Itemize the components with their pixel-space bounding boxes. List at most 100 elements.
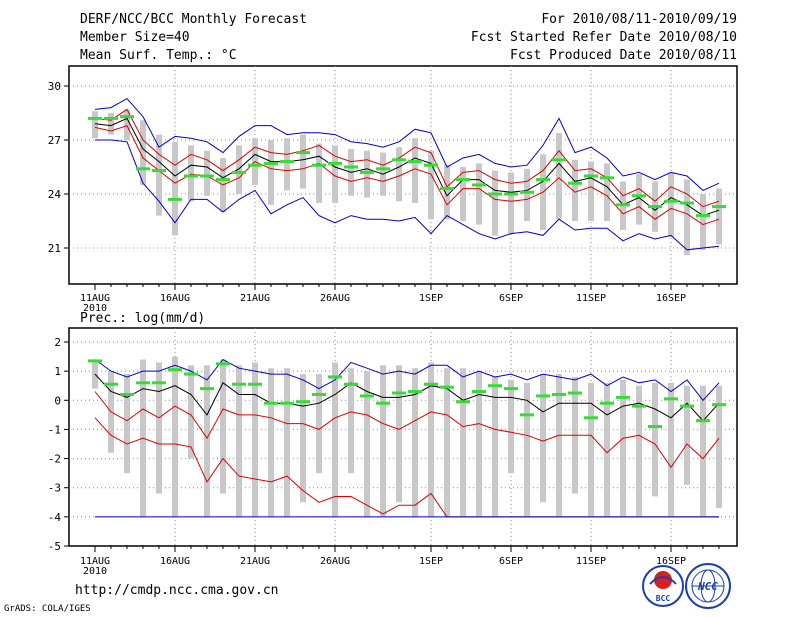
y-tick-label: -3: [48, 482, 61, 495]
observed-marker: [552, 392, 566, 396]
spread-box: [332, 362, 338, 517]
spread-box: [236, 365, 242, 517]
observed-marker: [376, 401, 390, 405]
observed-marker: [152, 381, 166, 385]
observed-marker: [88, 116, 102, 120]
x-tick-label: 26AUG: [320, 556, 350, 567]
spread-box: [236, 145, 242, 194]
spread-box: [476, 163, 482, 225]
bcc-logo: BCC: [642, 565, 684, 607]
y-tick-label: 30: [48, 80, 61, 93]
website-url[interactable]: http://cmdp.ncc.cma.gov.cn: [75, 583, 279, 598]
y-tick-label: 24: [48, 188, 62, 201]
spread-box: [620, 379, 626, 517]
x-tick-label: 16SEP: [656, 556, 686, 567]
spread-box: [172, 141, 178, 236]
observed-marker: [360, 394, 374, 398]
spread-box: [364, 150, 370, 198]
observed-marker: [312, 392, 326, 396]
spread-box: [556, 132, 562, 220]
y-tick-label: 2: [54, 336, 61, 349]
observed-marker: [632, 194, 646, 198]
spread-box: [156, 362, 162, 494]
grads-credit: GrADS: COLA/IGES: [4, 604, 91, 614]
observed-marker: [248, 382, 262, 386]
observed-marker: [200, 387, 214, 391]
series-line-mean: [94, 373, 720, 422]
spread-box: [396, 147, 402, 202]
observed-marker: [616, 395, 630, 399]
x-tick-label: 16AUG: [160, 556, 190, 567]
x-tick-label: 1SEP: [419, 293, 443, 304]
series-line-mean-sd: [94, 108, 720, 208]
observed-marker: [488, 384, 502, 388]
observed-marker: [328, 375, 342, 379]
observed-marker: [600, 176, 614, 180]
chart-title: DERF/NCC/BCC Monthly Forecast: [80, 12, 307, 27]
observed-marker: [664, 199, 678, 203]
observed-marker: [376, 167, 390, 171]
spread-box: [268, 368, 274, 517]
spread-box: [348, 368, 354, 474]
ncc-logo-meridian: [700, 569, 716, 603]
observed-marker: [712, 403, 726, 407]
x-tick-label: 21AUG: [240, 293, 270, 304]
observed-marker: [216, 178, 230, 182]
observed-marker: [264, 161, 278, 165]
observed-marker: [232, 382, 246, 386]
bcc-logo-text: BCC: [656, 594, 671, 603]
x-tick-label: 16AUG: [160, 293, 190, 304]
observed-marker: [424, 163, 438, 167]
observed-marker: [344, 382, 358, 386]
observed-marker: [584, 174, 598, 178]
observed-marker: [408, 390, 422, 394]
precip-variable-label: Prec.: log(mm/d): [80, 311, 205, 326]
spread-box: [428, 362, 434, 517]
series-line-mean-sd: [94, 391, 720, 469]
observed-marker: [184, 174, 198, 178]
x-tick-label: 21AUG: [240, 556, 270, 567]
forecast-produced-label: Fcst Produced Date 2010/08/11: [510, 48, 737, 63]
observed-marker: [600, 401, 614, 405]
observed-marker: [568, 391, 582, 395]
x-tick-label: 26AUG: [320, 293, 350, 304]
observed-marker: [504, 387, 518, 391]
observed-marker: [648, 205, 662, 209]
observed-marker: [472, 390, 486, 394]
y-tick-label: -4: [48, 511, 62, 524]
observed-marker: [296, 151, 310, 155]
spread-box: [252, 362, 258, 517]
spread-box: [300, 134, 306, 189]
observed-marker: [568, 181, 582, 185]
observed-marker: [552, 158, 566, 162]
plot-frame: [68, 65, 738, 285]
spread-box: [444, 368, 450, 517]
y-tick-label: -2: [48, 453, 61, 466]
spread-box: [604, 382, 610, 517]
ncc-logo-text: NCC: [697, 580, 718, 593]
spread-box: [668, 382, 674, 517]
variable-label: Mean Surf. Temp.: °C: [80, 48, 237, 63]
spread-box: [188, 365, 194, 459]
observed-marker: [520, 413, 534, 417]
spread-box: [444, 165, 450, 220]
spread-box: [92, 111, 98, 139]
observed-marker: [584, 416, 598, 420]
spread-box: [492, 170, 498, 236]
observed-marker: [104, 116, 118, 120]
x-tick-label-year: 2010: [83, 566, 107, 577]
observed-marker: [136, 167, 150, 171]
bcc-logo-arc: [649, 576, 677, 585]
spread-box: [300, 374, 306, 503]
observed-marker: [136, 381, 150, 385]
spread-box: [540, 374, 546, 503]
spread-box: [684, 179, 690, 256]
observed-marker: [520, 190, 534, 194]
spread-box: [140, 120, 146, 185]
spread-box: [476, 371, 482, 517]
spread-box: [428, 150, 434, 220]
member-size-label: Member Size=40: [80, 30, 190, 45]
x-tick-label: 6SEP: [499, 293, 523, 304]
observed-marker: [392, 391, 406, 395]
